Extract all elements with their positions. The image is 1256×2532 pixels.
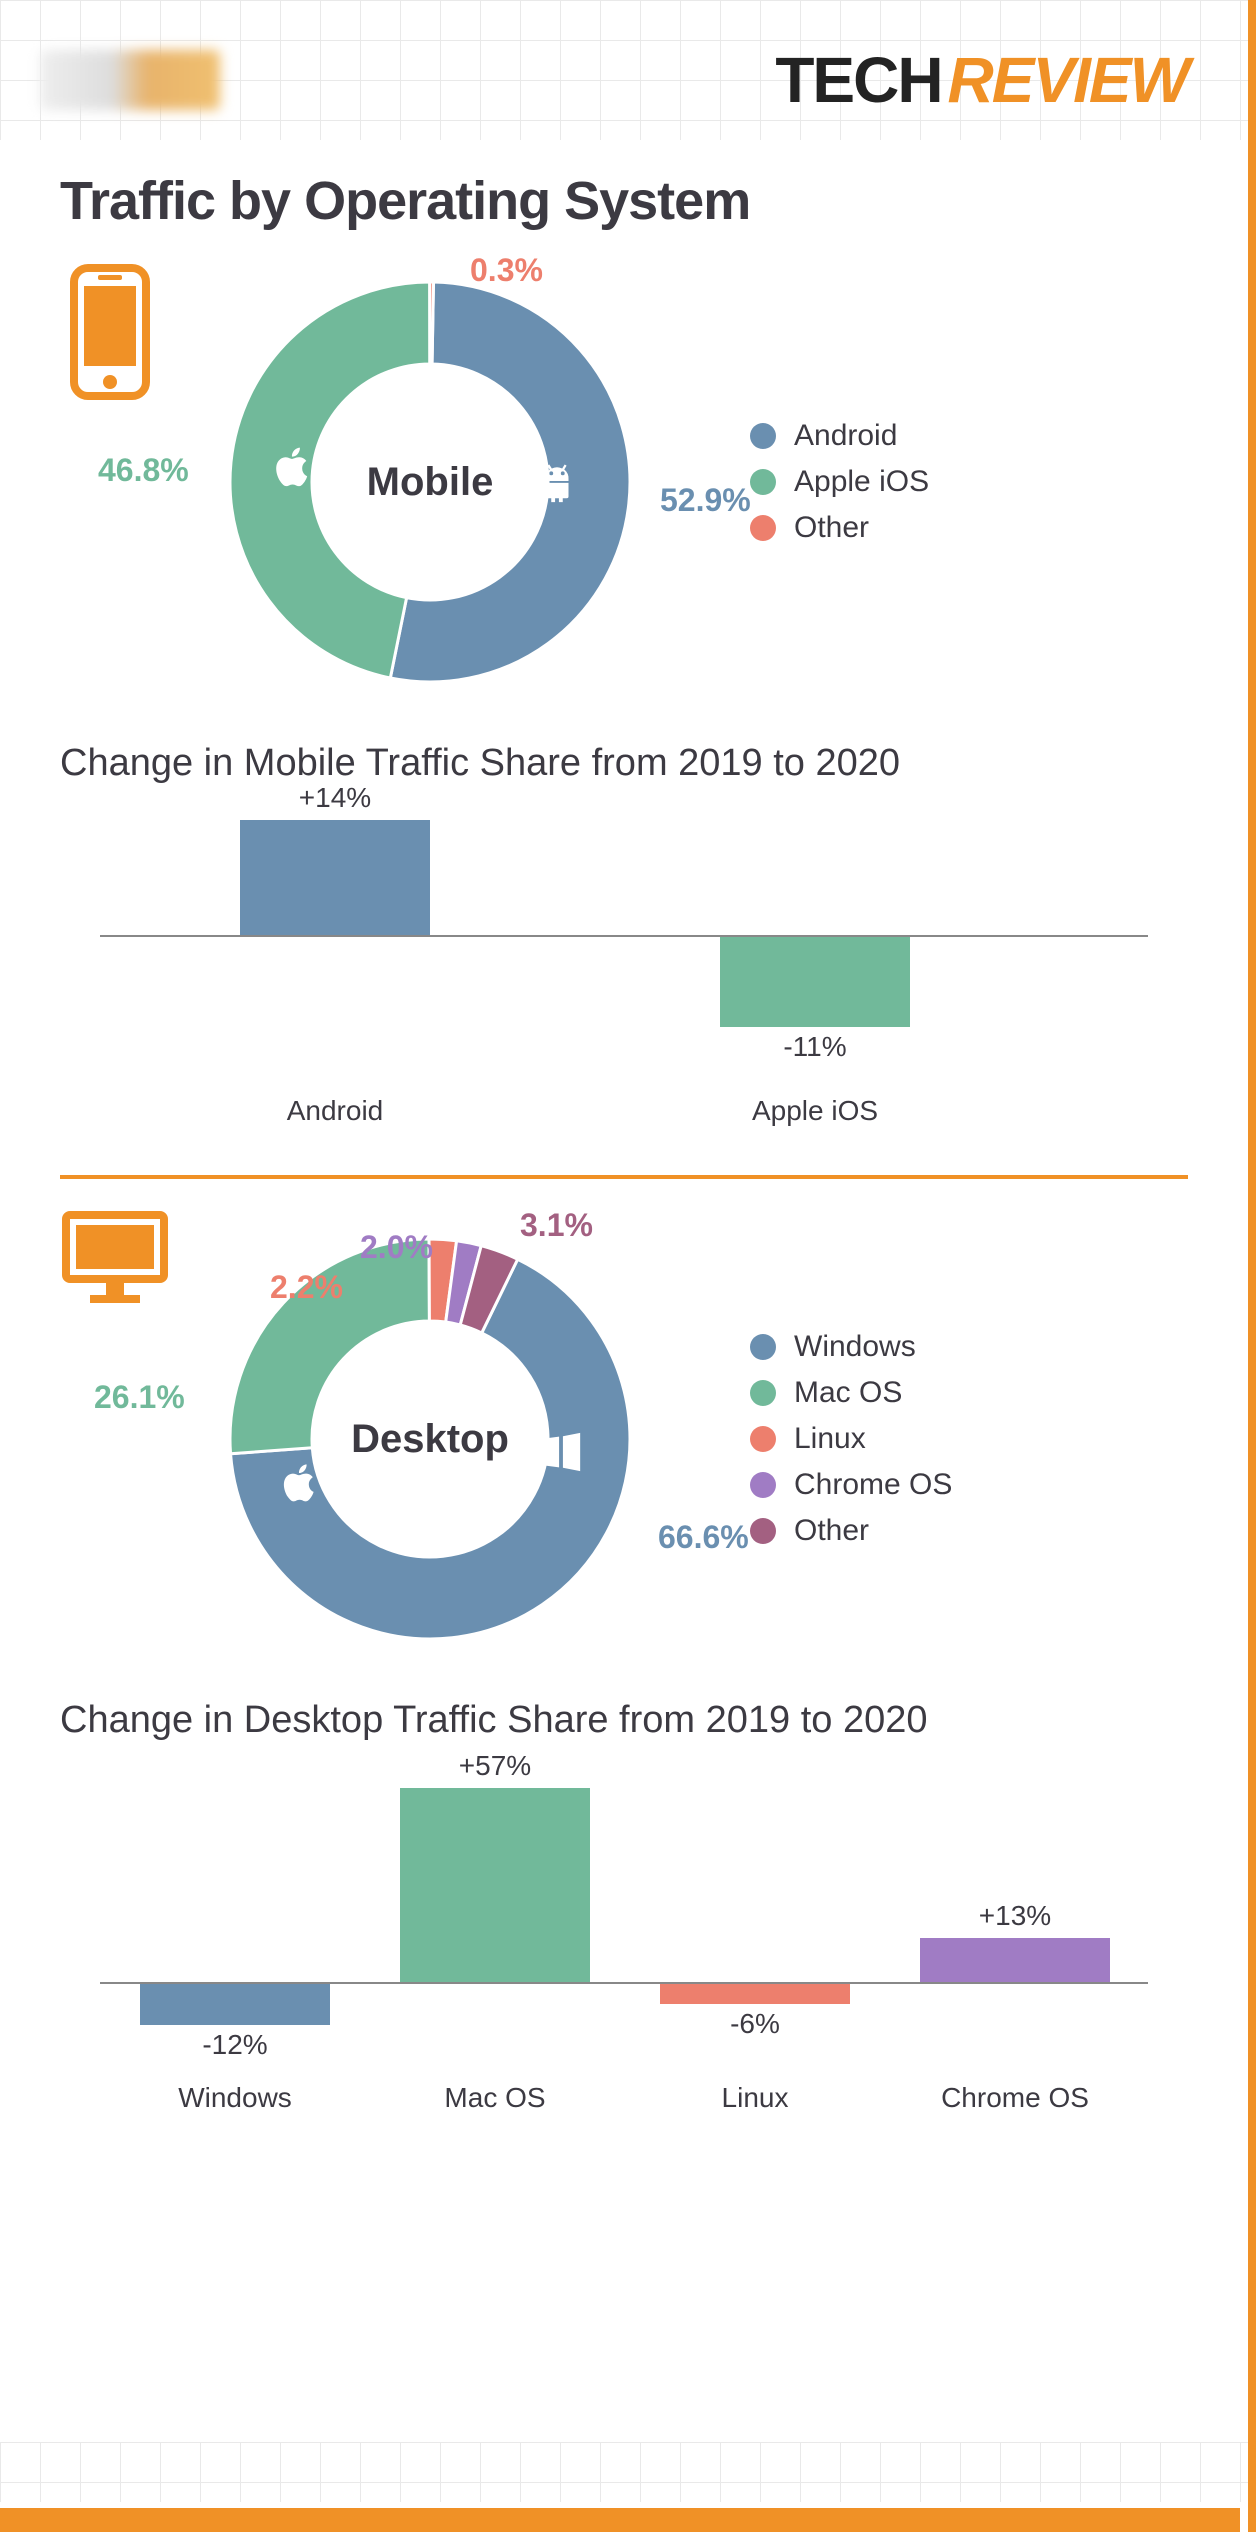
donut-slice xyxy=(230,282,430,678)
bar-label: Android xyxy=(225,1095,445,1127)
legend-item: Windows xyxy=(750,1330,952,1364)
section-divider xyxy=(60,1175,1188,1179)
legend-label: Android xyxy=(794,419,897,453)
mobile-bar-chart: +14%Android-11%Apple iOS xyxy=(100,805,1148,1135)
bar xyxy=(660,1984,850,2004)
mobile-change-title: Change in Mobile Traffic Share from 2019… xyxy=(60,742,1188,785)
desktop-legend: Windows Mac OS Linux Chrome OS Other xyxy=(750,1318,952,1560)
legend-label: Linux xyxy=(794,1422,866,1456)
footer-grid-bg xyxy=(0,2442,1248,2502)
donut-callout: 46.8% xyxy=(98,452,189,489)
legend-swatch xyxy=(750,469,776,495)
desktop-change-title: Change in Desktop Traffic Share from 201… xyxy=(60,1699,1188,1742)
legend-swatch xyxy=(750,1426,776,1452)
footer-bar xyxy=(0,2508,1240,2532)
bar xyxy=(920,1938,1110,1982)
mobile-donut: Mobile 0.3%46.8%52.9% xyxy=(220,272,640,692)
legend-label: Chrome OS xyxy=(794,1468,952,1502)
legend-item: Chrome OS xyxy=(750,1468,952,1502)
legend-item: Mac OS xyxy=(750,1376,952,1410)
mobile-donut-svg xyxy=(220,272,640,692)
brand-part2: REVIEW xyxy=(948,44,1188,116)
mobile-legend: Android Apple iOS Other xyxy=(750,407,929,557)
page-title: Traffic by Operating System xyxy=(60,170,1188,232)
bar-axis xyxy=(100,935,1148,937)
bar-label: Windows xyxy=(125,2082,345,2114)
legend-swatch xyxy=(750,1334,776,1360)
header: TECHREVIEW xyxy=(0,0,1248,140)
donut-callout: 52.9% xyxy=(660,482,751,519)
bar-label: Linux xyxy=(645,2082,865,2114)
bar-value: +57% xyxy=(385,1750,605,1782)
bar-label: Mac OS xyxy=(385,2082,605,2114)
bar-value: -12% xyxy=(125,2029,345,2061)
bar xyxy=(140,1984,330,2025)
bar-label: Chrome OS xyxy=(905,2082,1125,2114)
legend-label: Other xyxy=(794,511,869,545)
bar xyxy=(240,820,430,935)
brand-title: TECHREVIEW xyxy=(775,43,1188,117)
desktop-section: Desktop 3.1%2.0%2.2%26.1%66.6% WindowsMa… xyxy=(60,1209,1188,2142)
legend-item: Other xyxy=(750,1514,952,1548)
legend-item: Android xyxy=(750,419,929,453)
mobile-section: Mobile 0.3%46.8%52.9% Android Apple iOS Ot… xyxy=(60,252,1188,1135)
legend-swatch xyxy=(750,423,776,449)
desktop-donut: Desktop 3.1%2.0%2.2%26.1%66.6% xyxy=(220,1229,640,1649)
bar-label: Apple iOS xyxy=(705,1095,925,1127)
legend-label: Other xyxy=(794,1514,869,1548)
donut-callout: 0.3% xyxy=(470,252,543,289)
legend-swatch xyxy=(750,515,776,541)
legend-item: Linux xyxy=(750,1422,952,1456)
brand-part1: TECH xyxy=(775,44,941,116)
legend-swatch xyxy=(750,1518,776,1544)
mobile-donut-wrap: Mobile 0.3%46.8%52.9% Android Apple iOS Ot… xyxy=(60,252,1188,712)
donut-slice xyxy=(430,282,434,364)
blurred-logo xyxy=(40,50,220,110)
legend-item: Other xyxy=(750,511,929,545)
legend-label: Apple iOS xyxy=(794,465,929,499)
donut-callout: 3.1% xyxy=(520,1207,593,1244)
bar-value: +13% xyxy=(905,1900,1125,1932)
page: TECHREVIEW Traffic by Operating System M… xyxy=(0,0,1256,2532)
desktop-donut-wrap: Desktop 3.1%2.0%2.2%26.1%66.6% WindowsMa… xyxy=(60,1209,1188,1669)
bar-value: -6% xyxy=(645,2008,865,2040)
legend-swatch xyxy=(750,1472,776,1498)
donut-callout: 26.1% xyxy=(94,1379,185,1416)
legend-label: Windows xyxy=(794,1330,916,1364)
legend-swatch xyxy=(750,1380,776,1406)
bar-value: -11% xyxy=(705,1031,925,1063)
legend-item: Apple iOS xyxy=(750,465,929,499)
donut-callout: 2.0% xyxy=(360,1229,433,1266)
bar-value: +14% xyxy=(225,782,445,814)
content: Traffic by Operating System Mobile xyxy=(0,140,1248,2142)
donut-callout: 2.2% xyxy=(270,1269,343,1306)
bar xyxy=(720,937,910,1027)
legend-label: Mac OS xyxy=(794,1376,902,1410)
bar xyxy=(400,1788,590,1982)
desktop-bar-chart: -12%Windows+57%Mac OS-6%Linux+13%Chrome … xyxy=(100,1762,1148,2142)
donut-callout: 66.6% xyxy=(658,1519,749,1556)
